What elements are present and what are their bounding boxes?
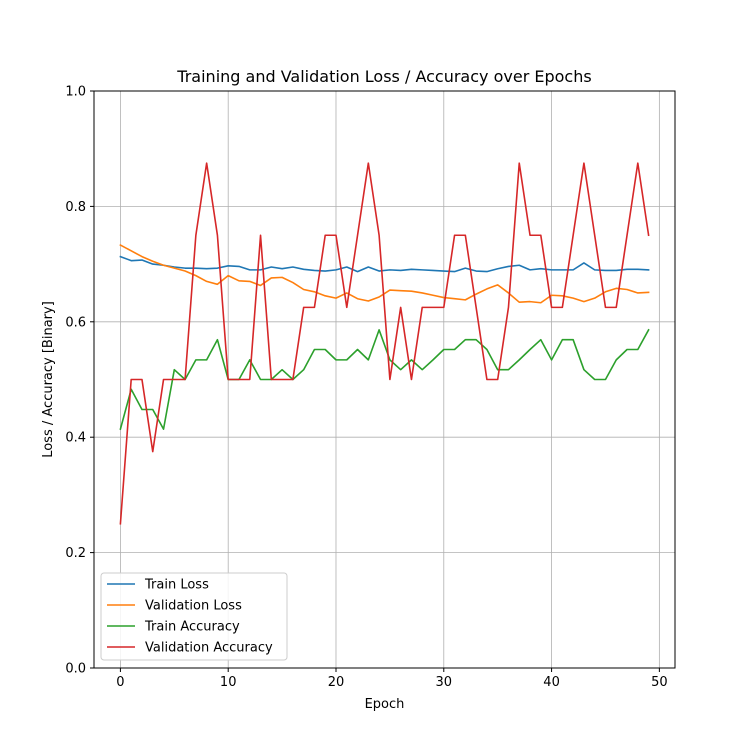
plot-frame (93, 90, 676, 669)
axis-ticks: 0 10 20 30 40 50 0.0 0.2 0.4 0.6 0.8 1.0 (65, 85, 667, 691)
series-line-validation-accuracy (119, 162, 650, 525)
series-line-train-loss (119, 255, 650, 273)
series-lines (119, 162, 650, 525)
x-tick-label: 10 (220, 675, 237, 690)
y-tick-label: 0.0 (65, 662, 86, 677)
y-tick-label: 0.2 (65, 546, 86, 561)
legend-box (100, 572, 288, 661)
chart-title: Training and Validation Loss / Accuracy … (176, 67, 591, 86)
y-tick-label: 1.0 (65, 85, 86, 100)
legend-label: Train Loss (144, 578, 209, 593)
x-tick-label: 30 (436, 675, 453, 690)
legend-label: Train Accuracy (144, 620, 240, 635)
legend-label: Validation Loss (145, 599, 242, 614)
series-line-validation-loss (119, 243, 650, 304)
y-tick-label: 0.4 (65, 431, 86, 446)
legend-label: Validation Accuracy (145, 641, 273, 656)
x-tick-label: 50 (651, 675, 668, 690)
y-tick-label: 0.6 (65, 315, 86, 330)
y-axis-label: Loss / Accuracy [Binary] (41, 301, 56, 458)
series-line-train-accuracy (119, 328, 650, 431)
y-tick-label: 0.8 (65, 200, 86, 215)
x-tick-label: 40 (543, 675, 560, 690)
x-axis-label: Epoch (365, 697, 405, 712)
legend: Train Loss Validation Loss Train Accuracy V… (100, 572, 288, 661)
x-tick-label: 0 (116, 675, 124, 690)
x-tick-label: 20 (328, 675, 345, 690)
